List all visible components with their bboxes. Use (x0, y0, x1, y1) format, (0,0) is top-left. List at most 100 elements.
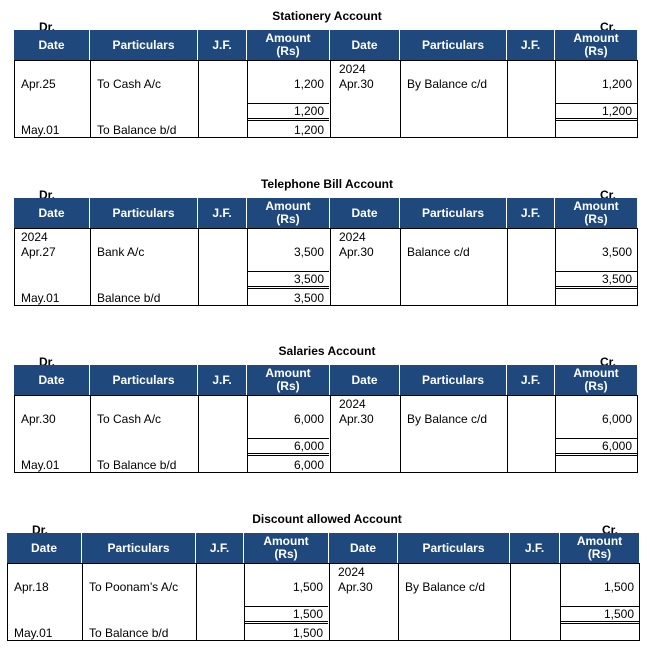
debit-date: Apr.27 (21, 245, 56, 259)
credit-year: 2024 (339, 397, 366, 411)
column-divider (400, 395, 401, 473)
column-header: J.F. (510, 533, 560, 563)
credit-particulars: By Balance c/d (407, 77, 488, 91)
debit-particulars: To Poonam’s A/c (89, 580, 179, 594)
header-label: Date (38, 205, 65, 220)
header-label: Particulars (422, 540, 485, 555)
header-label: Particulars (112, 37, 175, 52)
bd-particulars: Balance b/d (97, 291, 161, 305)
header-label: Particulars (112, 372, 175, 387)
column-header: Amount (Rs) (560, 533, 640, 563)
header-label: Date (30, 540, 57, 555)
bd-date: May.01 (21, 291, 60, 305)
column-header: J.F. (196, 533, 244, 563)
account-title: Stationery Account (272, 9, 382, 23)
debit-date: Apr.18 (14, 580, 49, 594)
credit-amount: 6,000 (601, 412, 632, 426)
bd-date: May.01 (14, 626, 53, 640)
column-header: Amount (Rs) (247, 30, 330, 60)
column-header: Date (14, 30, 90, 60)
column-header: J.F. (507, 365, 555, 395)
bd-date: May.01 (21, 458, 60, 472)
credit-amount: 1,200 (601, 77, 632, 91)
header-label: J.F. (212, 37, 232, 52)
column-divider (330, 60, 331, 138)
column-divider (400, 228, 401, 306)
column-divider (560, 563, 561, 641)
column-divider (507, 60, 508, 138)
header-label: Amount (Rs) (573, 199, 619, 226)
credit-date: Apr.30 (339, 245, 374, 259)
debit-date: Apr.25 (21, 77, 56, 91)
column-header: Particulars (82, 533, 196, 563)
debit-total: 1,500 (244, 606, 328, 624)
header-label: Amount (Rs) (263, 534, 309, 561)
column-header: Amount (Rs) (244, 533, 329, 563)
credit-date: Apr.30 (339, 77, 374, 91)
ledger-body (14, 395, 638, 473)
debit-particulars: Bank A/c (97, 245, 145, 259)
column-header: J.F. (198, 30, 247, 60)
debit-total: 3,500 (247, 271, 329, 289)
column-header: Particulars (90, 30, 198, 60)
credit-particulars: By Balance c/d (405, 580, 486, 594)
debit-amount: 1,200 (293, 77, 324, 91)
bd-particulars: To Balance b/d (97, 458, 177, 472)
debit-year: 2024 (21, 230, 48, 244)
header-label: J.F. (209, 540, 230, 555)
bd-amount: 1,500 (292, 626, 323, 640)
bd-particulars: To Balance b/d (97, 123, 177, 137)
column-header: Particulars (90, 198, 198, 228)
column-header: Particulars (90, 365, 198, 395)
debit-total: 1,200 (247, 103, 329, 121)
column-divider (247, 395, 248, 473)
bd-date: May.01 (21, 123, 60, 137)
column-header: Date (329, 533, 398, 563)
column-divider (555, 60, 556, 138)
column-divider (196, 563, 197, 641)
column-header: Amount (Rs) (555, 30, 638, 60)
debit-particulars: To Cash A/c (97, 412, 162, 426)
header-label: Amount (Rs) (573, 366, 619, 393)
account-title: Salaries Account (278, 344, 376, 358)
column-divider (247, 60, 248, 138)
column-divider (398, 563, 399, 641)
header-label: Date (351, 205, 378, 220)
column-header: Particulars (400, 30, 507, 60)
header-label: Amount (Rs) (265, 366, 311, 393)
account-title: Discount allowed Account (252, 512, 402, 526)
column-divider (90, 395, 91, 473)
credit-amount: 1,500 (603, 580, 634, 594)
column-header: Date (14, 198, 90, 228)
column-divider (555, 395, 556, 473)
bd-particulars: To Balance b/d (89, 626, 169, 640)
column-header: J.F. (198, 198, 247, 228)
column-header: Date (330, 365, 400, 395)
bd-amount: 1,200 (293, 123, 324, 137)
credit-total: 3,500 (555, 271, 637, 289)
header-label: Date (38, 37, 65, 52)
header-label: J.F. (520, 37, 541, 52)
credit-amount: 3,500 (601, 245, 632, 259)
account-title: Telephone Bill Account (260, 177, 393, 191)
column-divider (329, 563, 330, 641)
column-divider (510, 563, 511, 641)
credit-year: 2024 (339, 230, 366, 244)
ledger-body (14, 60, 638, 138)
header-label: Amount (Rs) (265, 199, 311, 226)
column-divider (330, 395, 331, 473)
column-header: Particulars (398, 533, 510, 563)
header-label: J.F. (524, 540, 545, 555)
column-header: J.F. (507, 30, 555, 60)
column-divider (90, 228, 91, 306)
column-divider (198, 60, 199, 138)
column-divider (247, 228, 248, 306)
header-label: Amount (Rs) (573, 31, 619, 58)
column-divider (330, 228, 331, 306)
column-header: Amount (Rs) (247, 365, 330, 395)
header-label: Date (351, 372, 378, 387)
column-header: J.F. (507, 198, 555, 228)
header-label: Particulars (421, 205, 485, 220)
debit-total: 6,000 (247, 438, 329, 456)
column-header: J.F. (198, 365, 247, 395)
